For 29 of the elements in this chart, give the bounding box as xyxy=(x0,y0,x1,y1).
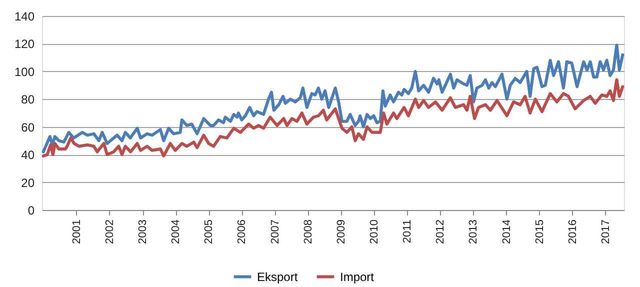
y-tick-label: 140 xyxy=(14,10,35,24)
y-tick-label: 0 xyxy=(28,204,35,218)
x-tick-label: 2006 xyxy=(236,220,248,244)
x-tick-label: 2004 xyxy=(170,220,182,244)
legend-label: Eksport xyxy=(257,270,298,284)
line-series xyxy=(42,78,624,158)
x-tick-label: 2001 xyxy=(70,220,83,244)
line-series xyxy=(42,44,624,154)
x-tick-label: 2010 xyxy=(368,220,381,244)
x-tick-label: 2009 xyxy=(335,220,348,244)
x-tick-label: 2008 xyxy=(302,220,314,244)
y-tick-label: 40 xyxy=(21,148,35,162)
x-tick-label: 2015 xyxy=(534,220,546,244)
x-tick-label: 2013 xyxy=(468,220,480,244)
x-tick-label: 2016 xyxy=(566,220,579,244)
x-tick-label: 2003 xyxy=(137,220,150,244)
y-tick-label: 120 xyxy=(14,37,35,52)
x-tick-label: 2012 xyxy=(434,220,447,244)
y-tick-label: 20 xyxy=(21,176,35,190)
x-tick-label: 2011 xyxy=(402,220,414,244)
x-tick-label: 2017 xyxy=(600,220,612,244)
x-tick-label: 2005 xyxy=(203,220,216,244)
y-tick-label: 100 xyxy=(14,64,35,79)
y-tick-label: 80 xyxy=(21,92,35,107)
x-tick-label: 2014 xyxy=(500,220,513,244)
x-tick-label: 2007 xyxy=(269,220,282,244)
x-tick-label: 2002 xyxy=(104,220,116,244)
legend-label: Import xyxy=(340,270,375,284)
y-tick-label: 60 xyxy=(21,120,35,134)
